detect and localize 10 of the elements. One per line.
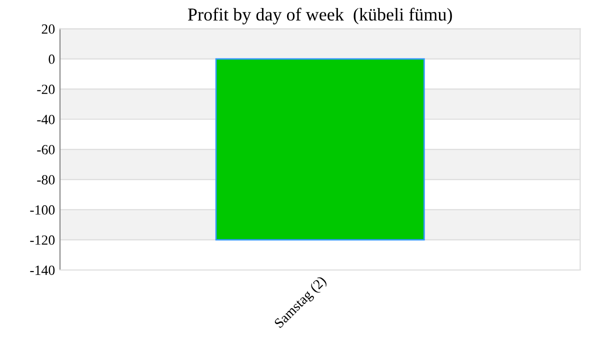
y-tick-label: 0 [48,54,55,64]
chart-title: Profit by day of week (kübeli fümu) [188,8,452,24]
y-tick-label: -140 [30,266,55,275]
y-tick-label: 20 [42,24,55,34]
y-tick-label: -40 [37,114,55,124]
y-tick-label: -80 [37,175,55,185]
y-tick-label: -20 [37,84,55,94]
y-tick-label: -100 [30,205,55,215]
y-tick-label: -120 [30,235,55,245]
y-tick-label: -60 [37,144,55,154]
